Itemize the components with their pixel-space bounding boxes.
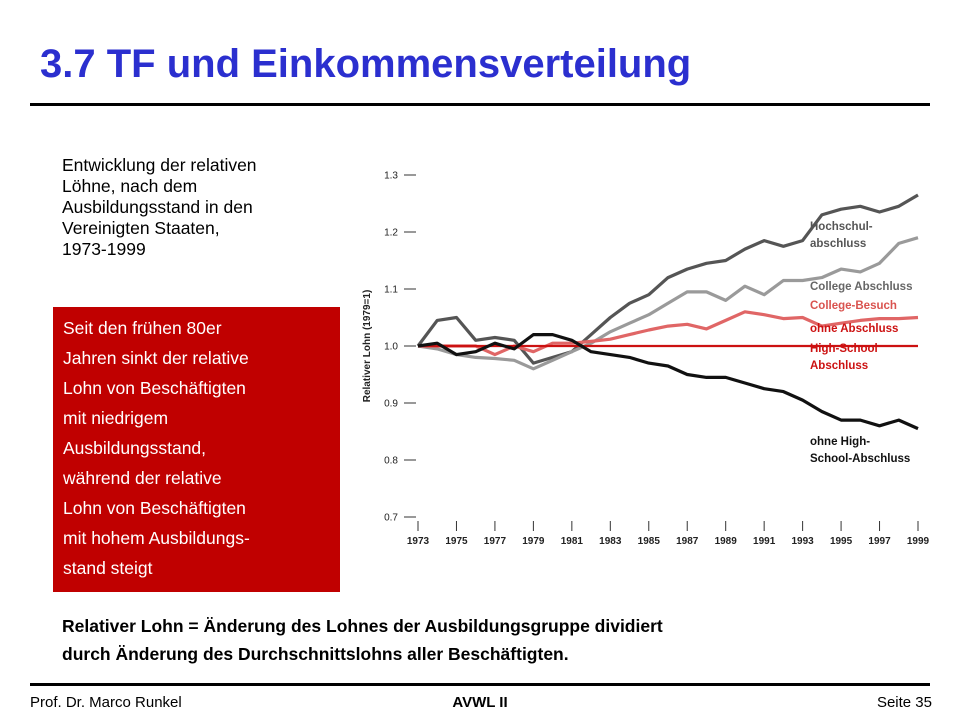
x-tick-label: 1973: [407, 536, 430, 547]
series-label: School-Abschluss: [810, 453, 910, 465]
description-line: Ausbildungsstand in den: [62, 197, 253, 217]
callout-line: mit niedrigem: [63, 408, 169, 428]
series-label: Abschluss: [810, 360, 868, 372]
footer-course: AVWL II: [452, 694, 508, 711]
x-tick-label: 1997: [868, 536, 891, 547]
y-tick-label: 0.7: [384, 513, 398, 524]
callout-box: Seit den frühen 80er Jahren sinkt der re…: [53, 307, 340, 592]
series-label: ohne Abschluss: [810, 323, 898, 335]
series-label: Hochschul-: [810, 221, 873, 233]
y-axis-label: Relativer Lohn (1979=1): [362, 290, 373, 403]
y-tick-label: 1.3: [384, 171, 398, 182]
description-line: Löhne, nach dem: [62, 176, 198, 196]
series-label: ohne High-: [810, 436, 870, 448]
x-tick-label: 1987: [676, 536, 699, 547]
callout-line: Lohn von Beschäftigten: [63, 378, 246, 398]
x-tick-label: 1977: [484, 536, 507, 547]
x-tick-label: 1993: [791, 536, 814, 547]
footer-author: Prof. Dr. Marco Runkel: [30, 694, 182, 711]
description-line: Vereinigten Staaten,: [62, 218, 220, 238]
x-tick-label: 1989: [715, 536, 738, 547]
title-divider: [30, 103, 930, 106]
y-tick-label: 0.8: [384, 456, 398, 467]
description-line: Entwicklung der relativen: [62, 155, 257, 175]
relative-wage-chart: 0.7 0.8 0.9 1.0 1.1 1.2 1.3 1973 1975 1977 1979 198…: [362, 171, 930, 548]
y-tick-label: 0.9: [384, 399, 398, 410]
callout-line: Jahren sinkt der relative: [63, 348, 249, 368]
x-tick-label: 1979: [522, 536, 545, 547]
x-tick-label: 1985: [638, 536, 661, 547]
series-line: [418, 310, 919, 357]
x-tick-label: 1999: [907, 536, 930, 547]
note-line: Relativer Lohn = Änderung des Lohnes der…: [62, 616, 663, 636]
series-label: College Abschluss: [810, 281, 912, 293]
y-tick-label: 1.1: [384, 285, 398, 296]
footer-divider: [30, 683, 930, 686]
callout-line: Lohn von Beschäftigten: [63, 498, 246, 518]
series-label: abschluss: [810, 238, 866, 250]
callout-line: Ausbildungsstand,: [63, 438, 207, 458]
x-tick-label: 1981: [561, 536, 584, 547]
series-label: High-School: [810, 343, 878, 355]
callout-line: mit hohem Ausbildungs-: [63, 528, 250, 548]
note-line: durch Änderung des Durchschnittslohns al…: [62, 644, 569, 664]
x-tick-label: 1995: [830, 536, 853, 547]
x-tick-label: 1983: [599, 536, 622, 547]
series-line: [417, 236, 919, 371]
y-tick-label: 1.0: [384, 342, 398, 353]
x-tick-label: 1991: [753, 536, 776, 547]
description-line: 1973-1999: [62, 239, 146, 259]
x-tick-label: 1975: [445, 536, 468, 547]
callout-line: während der relative: [63, 468, 222, 488]
chart-description: Entwicklung der relativen Löhne, nach de…: [62, 155, 332, 260]
callout-line: Seit den frühen 80er: [63, 318, 222, 338]
callout-line: stand steigt: [63, 558, 153, 578]
series-line: [417, 333, 919, 431]
definition-note: Relativer Lohn = Änderung des Lohnes der…: [62, 612, 922, 668]
series-line: [416, 193, 919, 365]
series-label: College-Besuch: [810, 300, 897, 312]
y-tick-label: 1.2: [384, 228, 398, 239]
footer-page-number: Seite 35: [876, 694, 932, 711]
slide-title: 3.7 TF und Einkommensverteilung: [40, 42, 692, 86]
